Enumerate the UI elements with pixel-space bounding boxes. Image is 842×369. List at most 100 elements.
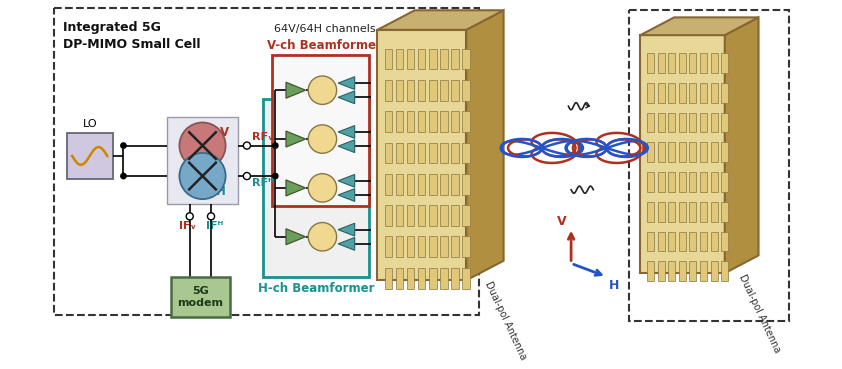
Polygon shape: [647, 142, 654, 162]
Polygon shape: [690, 113, 696, 132]
Polygon shape: [440, 268, 448, 289]
Polygon shape: [338, 189, 354, 201]
Polygon shape: [690, 83, 696, 103]
Polygon shape: [721, 202, 728, 222]
Polygon shape: [711, 202, 717, 222]
Text: H: H: [216, 185, 226, 198]
Polygon shape: [407, 237, 414, 257]
Circle shape: [308, 223, 337, 251]
Polygon shape: [440, 142, 448, 163]
Polygon shape: [338, 175, 354, 187]
Polygon shape: [700, 172, 707, 192]
Text: V: V: [557, 215, 567, 228]
Circle shape: [179, 123, 226, 169]
Circle shape: [273, 173, 278, 179]
Polygon shape: [451, 205, 459, 226]
Polygon shape: [440, 49, 448, 69]
Polygon shape: [263, 99, 369, 277]
Polygon shape: [658, 202, 665, 222]
Polygon shape: [462, 237, 470, 257]
Polygon shape: [451, 80, 459, 101]
Polygon shape: [385, 268, 392, 289]
Text: V-ch Beamformer: V-ch Beamformer: [267, 39, 382, 52]
Polygon shape: [711, 231, 717, 251]
Polygon shape: [407, 205, 414, 226]
Polygon shape: [641, 35, 725, 273]
Circle shape: [308, 174, 337, 202]
Polygon shape: [407, 80, 414, 101]
Polygon shape: [440, 237, 448, 257]
Polygon shape: [690, 53, 696, 73]
Text: Dual-pol Antenna: Dual-pol Antenna: [483, 279, 528, 361]
Polygon shape: [658, 172, 665, 192]
Polygon shape: [711, 53, 717, 73]
Polygon shape: [377, 30, 466, 280]
Polygon shape: [711, 261, 717, 281]
Polygon shape: [385, 49, 392, 69]
Polygon shape: [669, 142, 675, 162]
Polygon shape: [418, 237, 425, 257]
Polygon shape: [407, 268, 414, 289]
Polygon shape: [451, 268, 459, 289]
Polygon shape: [440, 174, 448, 195]
Polygon shape: [658, 53, 665, 73]
Polygon shape: [647, 202, 654, 222]
Polygon shape: [338, 91, 354, 104]
Polygon shape: [721, 83, 728, 103]
Polygon shape: [385, 111, 392, 132]
Polygon shape: [647, 113, 654, 132]
Polygon shape: [396, 174, 403, 195]
Text: 5G
modem: 5G modem: [178, 286, 223, 308]
Polygon shape: [462, 142, 470, 163]
Polygon shape: [429, 142, 436, 163]
Polygon shape: [385, 205, 392, 226]
Polygon shape: [418, 142, 425, 163]
Polygon shape: [711, 83, 717, 103]
Polygon shape: [700, 202, 707, 222]
Polygon shape: [466, 10, 504, 280]
Polygon shape: [338, 77, 354, 90]
Text: V: V: [221, 126, 229, 139]
Polygon shape: [462, 80, 470, 101]
Polygon shape: [429, 49, 436, 69]
Polygon shape: [721, 113, 728, 132]
Polygon shape: [171, 277, 230, 317]
Polygon shape: [377, 10, 504, 30]
Polygon shape: [429, 205, 436, 226]
Text: Dual-pol Antenna: Dual-pol Antenna: [737, 273, 782, 355]
Polygon shape: [679, 172, 686, 192]
Text: IFᵥ: IFᵥ: [179, 221, 196, 231]
Polygon shape: [669, 172, 675, 192]
Polygon shape: [658, 231, 665, 251]
Polygon shape: [669, 231, 675, 251]
Polygon shape: [385, 237, 392, 257]
Polygon shape: [451, 142, 459, 163]
Text: Integrated 5G
DP-MIMO Small Cell: Integrated 5G DP-MIMO Small Cell: [63, 21, 200, 51]
Polygon shape: [700, 231, 707, 251]
Polygon shape: [418, 205, 425, 226]
Polygon shape: [407, 142, 414, 163]
Text: RFᴴ: RFᴴ: [253, 178, 274, 188]
Polygon shape: [669, 53, 675, 73]
Text: H: H: [610, 279, 620, 292]
Circle shape: [308, 125, 337, 153]
Polygon shape: [721, 53, 728, 73]
Polygon shape: [647, 53, 654, 73]
Polygon shape: [658, 261, 665, 281]
Polygon shape: [669, 202, 675, 222]
Polygon shape: [647, 231, 654, 251]
Polygon shape: [711, 172, 717, 192]
Polygon shape: [338, 140, 354, 152]
Polygon shape: [396, 205, 403, 226]
Polygon shape: [721, 231, 728, 251]
Polygon shape: [669, 83, 675, 103]
Polygon shape: [462, 111, 470, 132]
Polygon shape: [451, 174, 459, 195]
Polygon shape: [338, 223, 354, 236]
Text: H-ch Beamformer: H-ch Beamformer: [258, 282, 374, 295]
Polygon shape: [679, 202, 686, 222]
Polygon shape: [462, 49, 470, 69]
Polygon shape: [418, 111, 425, 132]
Circle shape: [243, 142, 250, 149]
Polygon shape: [700, 83, 707, 103]
